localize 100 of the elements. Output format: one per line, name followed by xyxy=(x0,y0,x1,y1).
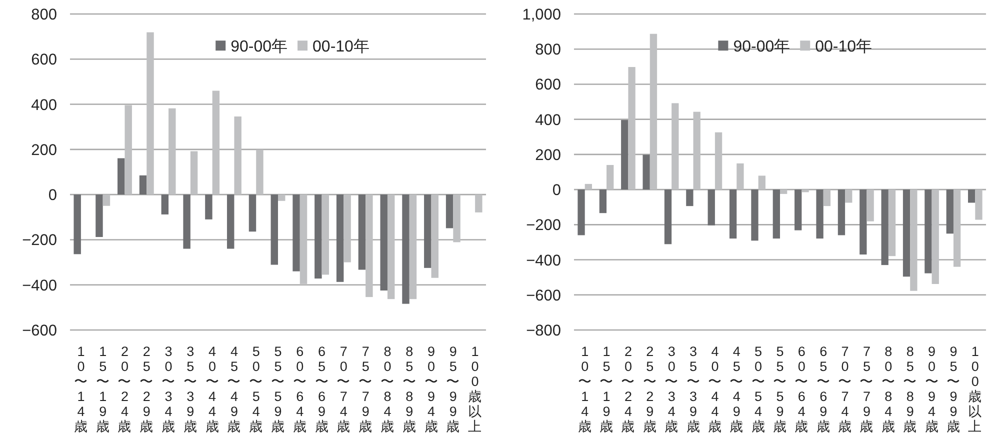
bar xyxy=(888,190,896,256)
bar xyxy=(606,164,614,190)
y-tick-label: 400 xyxy=(535,112,562,129)
x-tick-label: 95〜99歳 xyxy=(946,344,960,434)
x-tick-label: 10〜14歳 xyxy=(578,344,592,434)
bar xyxy=(387,194,395,300)
bar xyxy=(751,190,758,241)
x-tick-label: 30〜34歳 xyxy=(162,344,176,434)
x-tick-label: 70〜74歳 xyxy=(336,344,351,434)
bar xyxy=(736,163,744,190)
bar xyxy=(910,190,918,291)
bar xyxy=(161,194,169,214)
x-tick-label: 85〜89歳 xyxy=(402,344,416,434)
bar xyxy=(205,194,212,220)
x-tick-label: 25〜29歳 xyxy=(642,344,657,434)
y-tick-label: 600 xyxy=(535,76,562,94)
bar xyxy=(672,103,679,190)
bar xyxy=(946,190,954,234)
x-tick-label: 95〜99歳 xyxy=(446,344,460,434)
bar xyxy=(102,194,110,206)
bar xyxy=(344,194,351,262)
bar xyxy=(758,176,766,190)
bar xyxy=(975,190,982,220)
legend-label: 00-10年 xyxy=(312,38,370,56)
y-tick-label: 400 xyxy=(31,96,58,114)
bar xyxy=(584,184,592,190)
bar xyxy=(845,190,852,203)
bar xyxy=(366,194,373,298)
bar xyxy=(168,108,176,195)
bar xyxy=(932,190,939,284)
bar xyxy=(212,90,220,195)
y-tick-label: 800 xyxy=(31,6,58,24)
bar xyxy=(924,190,932,274)
y-tick-label: 600 xyxy=(31,52,58,69)
bar xyxy=(300,194,308,284)
bar xyxy=(650,34,658,190)
x-tick-label: 90〜94歳 xyxy=(424,344,438,434)
y-tick-label: 200 xyxy=(535,146,562,164)
bar xyxy=(599,190,607,214)
bar xyxy=(866,190,874,222)
bar xyxy=(234,116,242,195)
x-tick-label: 55〜59歳 xyxy=(271,344,285,434)
bar xyxy=(475,194,482,212)
bar xyxy=(628,67,636,190)
bar xyxy=(968,190,976,203)
x-tick-label: 30〜34歳 xyxy=(664,344,679,434)
bar xyxy=(118,158,125,195)
y-tick-label: −800 xyxy=(526,322,562,340)
bar xyxy=(714,132,722,190)
bar xyxy=(693,112,700,190)
x-tick-label: 75〜79歳 xyxy=(358,344,373,434)
x-tick-label: 15〜19歳 xyxy=(600,344,614,434)
y-tick-label: 1,000 xyxy=(522,6,562,24)
bar xyxy=(248,194,256,232)
bar xyxy=(183,194,190,249)
x-tick-label: 80〜84歳 xyxy=(881,344,896,434)
x-tick-label: 55〜59歳 xyxy=(773,344,787,434)
bar xyxy=(446,194,454,228)
y-tick-label: 0 xyxy=(48,187,58,204)
x-tick-label: 40〜44歳 xyxy=(708,344,722,434)
x-tick-label: 90〜94歳 xyxy=(924,344,939,434)
bar xyxy=(124,105,132,195)
x-tick-label: 100歳以上 xyxy=(968,344,982,434)
bar xyxy=(358,194,366,270)
bar xyxy=(96,194,103,238)
x-tick-label: 65〜69歳 xyxy=(314,344,329,434)
bar xyxy=(816,190,824,239)
x-tick-label: 20〜24歳 xyxy=(621,344,636,434)
bar xyxy=(139,175,147,195)
bar xyxy=(402,194,410,304)
x-tick-label: 70〜74歳 xyxy=(838,344,852,434)
x-tick-label: 15〜19歳 xyxy=(96,344,110,434)
bar xyxy=(729,190,737,239)
bar xyxy=(838,190,846,236)
y-tick-label: 200 xyxy=(31,142,58,159)
x-tick-label: 10〜14歳 xyxy=(74,344,88,434)
legend-label: 00-10年 xyxy=(815,38,872,56)
x-tick-label: 50〜54歳 xyxy=(249,344,264,434)
bar xyxy=(226,194,234,249)
bar xyxy=(409,194,417,300)
y-tick-label: −200 xyxy=(526,217,562,234)
legend-label: 90-00年 xyxy=(733,38,790,56)
bar xyxy=(278,194,286,201)
x-tick-label: 80〜84歳 xyxy=(380,344,394,434)
bar xyxy=(621,120,628,190)
y-tick-label: −600 xyxy=(526,287,562,304)
bar xyxy=(314,194,322,279)
y-tick-label: −600 xyxy=(22,322,58,340)
x-tick-label: 45〜49歳 xyxy=(227,344,242,434)
bar xyxy=(708,190,715,226)
y-tick-label: −200 xyxy=(22,232,58,250)
bar xyxy=(823,190,831,206)
bar xyxy=(424,194,432,268)
bar xyxy=(881,190,888,266)
bar xyxy=(256,150,264,195)
x-tick-label: 85〜89歳 xyxy=(903,344,918,434)
x-tick-label: 75〜79歳 xyxy=(860,344,874,434)
bar xyxy=(380,194,388,290)
x-tick-label: 20〜24歳 xyxy=(118,344,132,434)
x-tick-label: 35〜39歳 xyxy=(183,344,198,434)
